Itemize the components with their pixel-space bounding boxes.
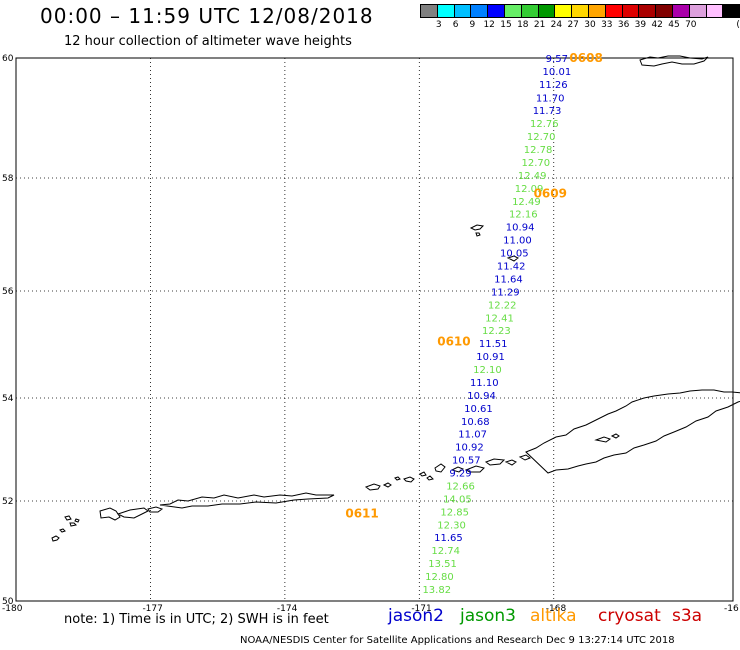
- credit-line: NOAA/NESDIS Center for Satellite Applica…: [240, 635, 675, 646]
- wave-height-label: 12.16: [509, 210, 538, 221]
- color-scale-label: 6: [452, 20, 459, 30]
- wave-height-label: 10.61: [464, 404, 493, 415]
- latitude-label: 56: [2, 287, 14, 297]
- wave-height-label: 12.70: [521, 158, 550, 169]
- wave-height-label: 12.66: [446, 481, 475, 492]
- wave-height-label: 12.22: [488, 300, 517, 311]
- wave-height-label: 10.57: [452, 456, 481, 467]
- wave-height-label: 12.30: [437, 520, 466, 531]
- longitude-label: -174: [277, 604, 298, 614]
- pass-time-label: 0610: [437, 334, 470, 348]
- wave-height-label: 12.49: [512, 197, 541, 208]
- st-lawrence-island: [639, 55, 709, 67]
- wave-height-label: 11.07: [458, 430, 487, 441]
- color-scale-label: 12: [483, 20, 495, 30]
- alaska-peninsula: [525, 389, 740, 474]
- wave-height-label: 12.85: [440, 507, 469, 518]
- wave-height-label: 10.68: [461, 417, 490, 428]
- observation-labels: 9.57 10.01 11.26 11.70 11.73 12.76 12.70 12.78 1…: [345, 51, 602, 596]
- legend-altika: altika: [530, 606, 577, 626]
- wave-height-label: 10.01: [543, 67, 572, 78]
- wave-height-label: 13.82: [422, 585, 451, 596]
- color-scale-label: 18: [517, 20, 529, 30]
- longitude-label: -168: [546, 604, 567, 614]
- wave-height-label: 12.70: [527, 132, 556, 143]
- wave-height-label: 12.10: [473, 365, 502, 376]
- latitude-label: 50: [2, 597, 14, 607]
- wave-height-label: 14.05: [443, 494, 472, 505]
- wave-height-label: 9.57: [546, 54, 568, 65]
- color-scale-label: 3: [435, 20, 442, 30]
- wave-height-label: 10.92: [455, 443, 484, 454]
- wave-height-label: 10.94: [467, 391, 496, 402]
- wave-height-label: 10.91: [476, 352, 505, 363]
- legend-cryosat: cryosat: [598, 606, 661, 626]
- wave-height-label: 12.09: [515, 184, 544, 195]
- wave-height-label: 11.10: [470, 378, 499, 389]
- color-scale-label: 42: [651, 20, 663, 30]
- latitude-label: 58: [2, 174, 14, 184]
- color-scale-label: 36: [617, 20, 630, 30]
- color-scale-label: 33: [601, 20, 613, 30]
- wave-height-label: 12.80: [425, 572, 454, 583]
- latitude-label: 60: [2, 54, 14, 64]
- pass-time-label: 0611: [345, 507, 378, 521]
- longitude-label: -171: [411, 604, 431, 614]
- pass-time-label: 0609: [534, 186, 567, 200]
- longitude-label: -180: [2, 604, 23, 614]
- graticule-grid: [16, 58, 733, 601]
- color-scale-label: 15: [500, 20, 512, 30]
- axis-labels: 60 58 56 54 52 50-180 -177 -174 -171 -168 -16: [2, 54, 739, 614]
- footnote: note: 1) Time is in UTC; 2) SWH is in fe…: [64, 612, 329, 627]
- legend-jason2: jason2: [388, 606, 444, 626]
- wave-height-label: 13.51: [428, 559, 457, 570]
- color-scale-label: 30: [584, 20, 596, 30]
- wave-height-label: 11.73: [533, 106, 562, 117]
- wave-height-label: 12.41: [485, 313, 514, 324]
- wave-height-label: 11.29: [491, 287, 520, 298]
- wave-height-label: 11.64: [494, 274, 523, 285]
- map-subtitle: 12 hour collection of altimeter wave hei…: [64, 34, 352, 49]
- wave-height-label: 12.76: [530, 119, 559, 130]
- aleutian-islands-central: [364, 454, 532, 491]
- wave-height-label: 12.23: [482, 326, 511, 337]
- wave-height-label: 9.29: [449, 469, 471, 480]
- wave-height-label: 12.74: [431, 546, 460, 557]
- color-scale-label: 45: [668, 20, 680, 30]
- pribilof-islands: [469, 224, 519, 262]
- color-scale-label: 70: [685, 20, 697, 30]
- coastline: [51, 55, 740, 542]
- color-scale-unit: (ft): [736, 20, 740, 30]
- longitude-label: -16: [724, 604, 739, 614]
- latitude-label: 52: [2, 497, 13, 507]
- wave-height-label: 12.49: [518, 171, 547, 182]
- color-scale-label: 24: [550, 20, 563, 30]
- color-scale-label: 9: [469, 20, 476, 30]
- map-frame: [15, 57, 734, 602]
- legend-jason3: jason3: [460, 606, 516, 626]
- color-swatch-row: [420, 4, 740, 18]
- map-title: 00:00 – 11:59 UTC 12/08/2018: [40, 4, 374, 28]
- wave-height-label: 11.70: [536, 93, 565, 104]
- wave-height-label: 10.94: [506, 223, 535, 234]
- color-scale-label: 39: [634, 20, 647, 30]
- latitude-label: 54: [2, 394, 14, 404]
- color-scale-label: 21: [533, 20, 546, 30]
- pass-time-label: 0608: [569, 51, 602, 65]
- legend-s3a: s3a: [672, 606, 703, 626]
- wave-height-label: 11.51: [479, 339, 508, 350]
- wave-height-label: 11.00: [503, 236, 532, 247]
- wave-height-label: 11.42: [497, 262, 526, 273]
- longitude-label: -177: [142, 604, 162, 614]
- wave-height-label: 12.78: [524, 145, 553, 156]
- wave-height-label: 10.05: [500, 249, 529, 260]
- color-scale-label: 27: [567, 20, 579, 30]
- wave-height-label: 11.65: [434, 533, 463, 544]
- aleutian-islands-west: [51, 492, 335, 542]
- wave-height-label: 11.26: [539, 80, 568, 91]
